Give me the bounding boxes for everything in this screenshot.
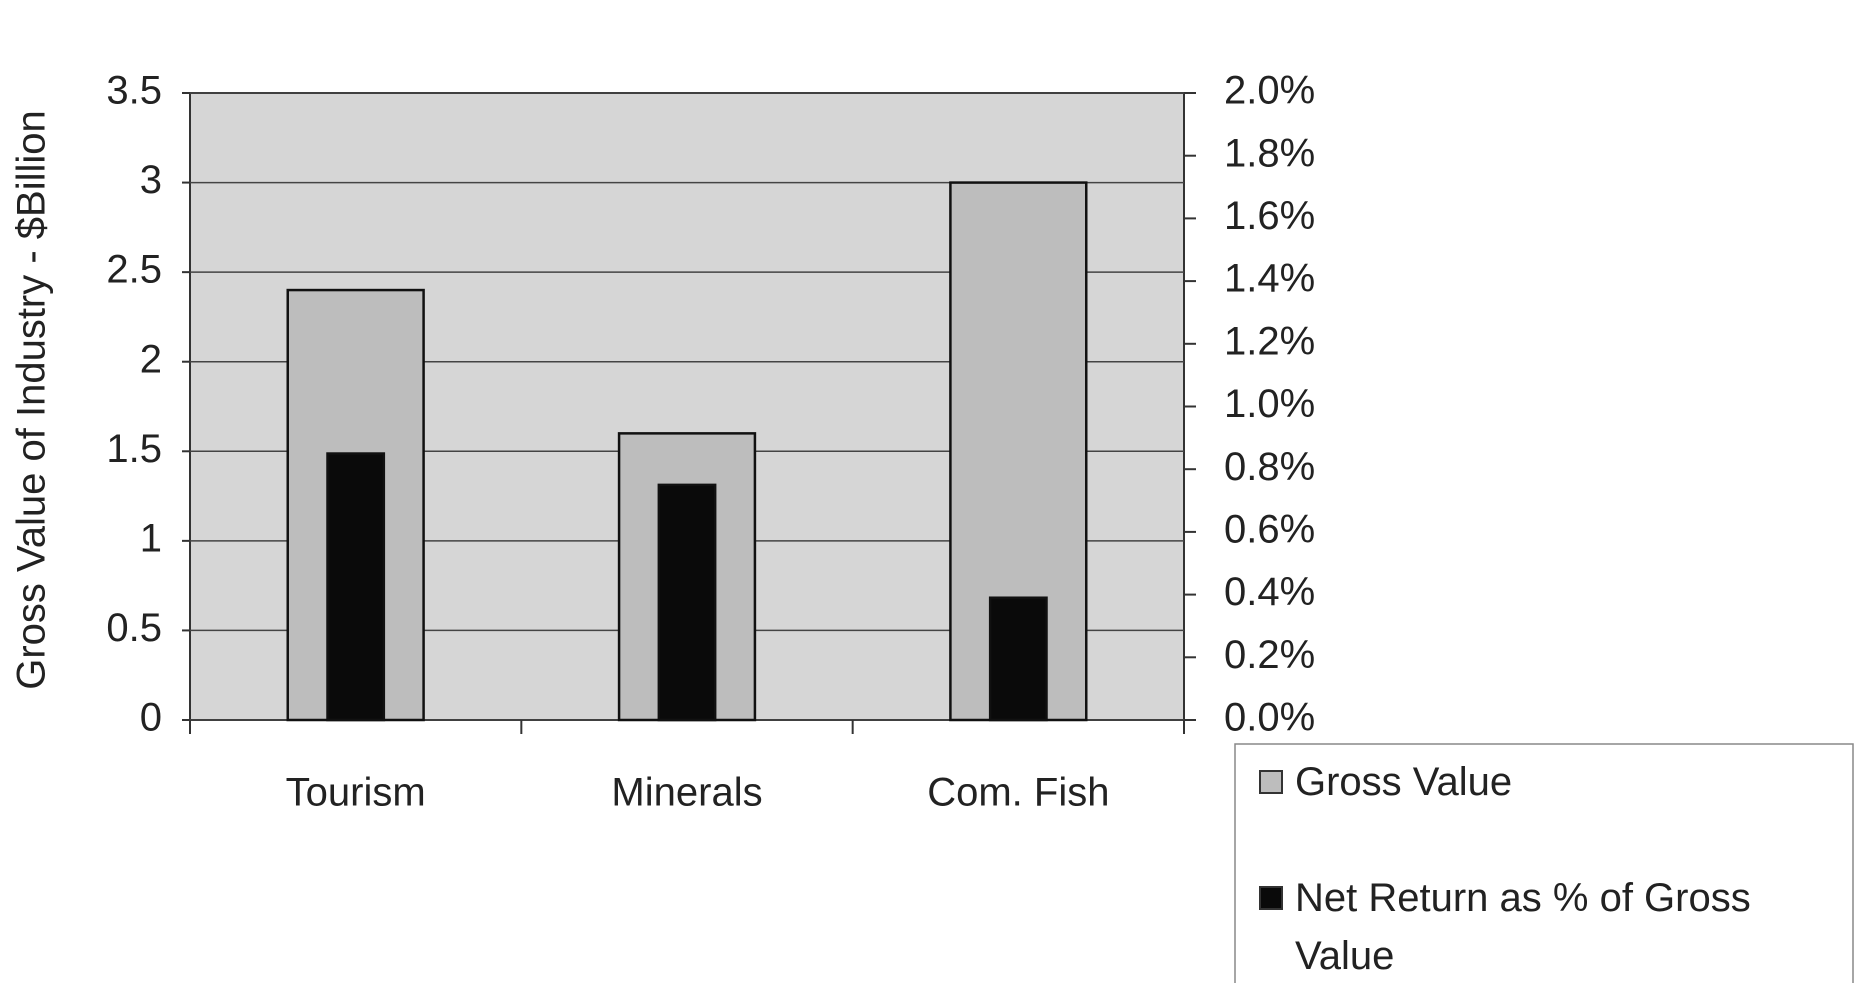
- y2-tick-label: 0.6%: [1224, 507, 1315, 551]
- legend-label: Net Return as % of Gross Value: [1295, 876, 1751, 978]
- x-tick-label: Minerals: [611, 771, 762, 815]
- y2-tick-label: 1.0%: [1224, 382, 1315, 426]
- bar: [326, 452, 386, 722]
- y-tick-label: 1.5: [106, 427, 162, 471]
- y2-tick-label: 1.2%: [1224, 319, 1315, 363]
- bar: [657, 483, 717, 722]
- bar: [988, 596, 1048, 722]
- legend-entry: Net Return as % of Gross Value: [1295, 876, 1751, 978]
- y2-tick-label: 1.4%: [1224, 257, 1315, 301]
- y2-tick-label: 0.0%: [1224, 696, 1315, 740]
- legend-label: Gross Value: [1295, 760, 1513, 804]
- x-tick-label: Com. Fish: [927, 771, 1109, 815]
- y2-tick-label: 0.4%: [1224, 570, 1315, 614]
- y-tick-label: 3.5: [106, 69, 162, 113]
- x-tick-label: Tourism: [286, 771, 426, 815]
- legend-swatch: [1259, 886, 1283, 910]
- legend-swatch: [1259, 770, 1283, 794]
- legend-entry: Gross Value: [1295, 760, 1513, 804]
- y2-tick-label: 0.8%: [1224, 445, 1315, 489]
- y2-tick-label: 1.6%: [1224, 194, 1315, 238]
- y-tick-label: 0.5: [106, 606, 162, 650]
- y2-tick-label: 2.0%: [1224, 69, 1315, 113]
- y-tick-label: 2: [140, 337, 162, 381]
- y-tick-label: 3: [140, 158, 162, 202]
- legend-box: [1234, 743, 1854, 983]
- y-tick-label: 0: [140, 696, 162, 740]
- y-tick-label: 1: [140, 516, 162, 560]
- y2-tick-label: 0.2%: [1224, 633, 1315, 677]
- y2-tick-label: 1.8%: [1224, 131, 1315, 175]
- y-axis-label: Gross Value of Industry - $Billion: [10, 110, 54, 690]
- y-tick-label: 2.5: [106, 248, 162, 292]
